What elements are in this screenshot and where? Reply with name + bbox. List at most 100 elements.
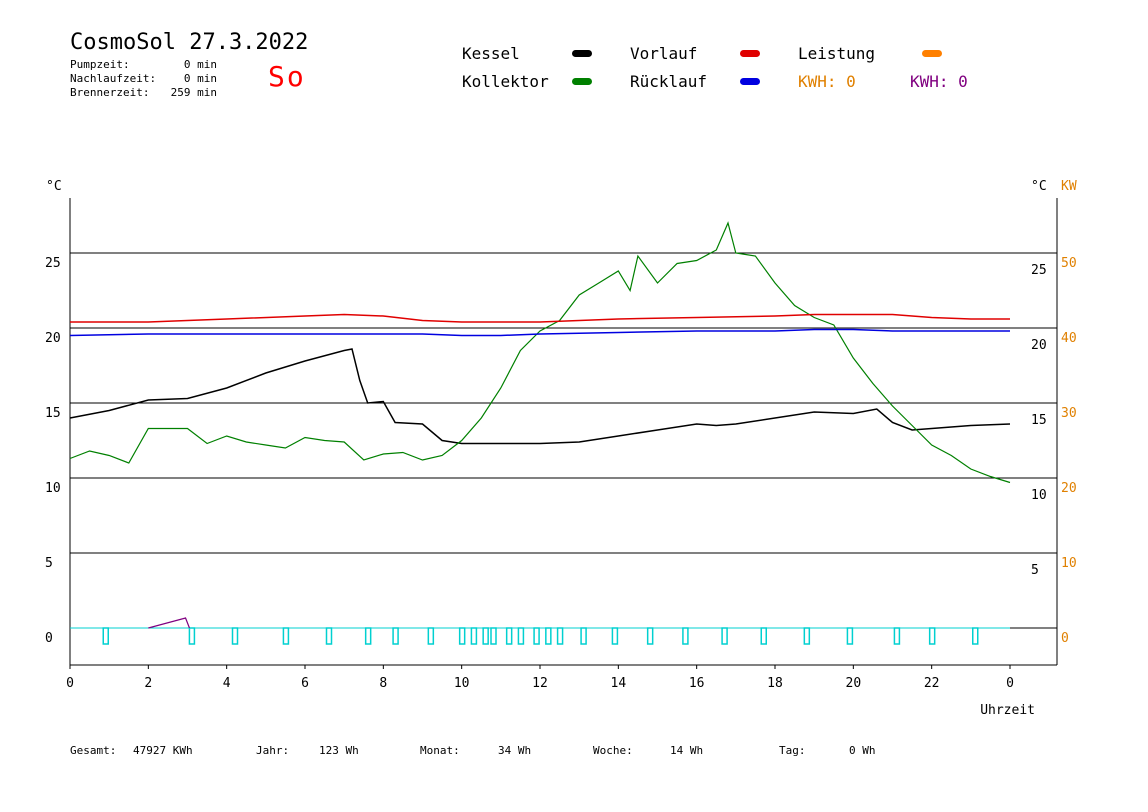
x-tick-label: 0 [1006, 676, 1014, 691]
footer-jahr-value: 123 Wh [319, 744, 359, 757]
pump-event [458, 627, 466, 645]
x-axis-label: Uhrzeit [980, 703, 1035, 718]
pump-event [427, 627, 435, 645]
stat-label: Pumpzeit: [70, 58, 130, 71]
stat-value: 0 min [183, 58, 217, 71]
pump-event [470, 627, 478, 645]
x-tick-label: 2 [144, 676, 152, 691]
y-tick-left: 0 [45, 631, 53, 646]
x-tick-label: 6 [301, 676, 309, 691]
pump-event [803, 627, 811, 645]
y-tick-kw: 10 [1061, 556, 1077, 571]
footer-gesamt-label: Gesamt: [70, 744, 117, 757]
legend-kollektor: Kollektor [462, 72, 549, 91]
legend-kessel: Kessel [462, 44, 520, 63]
y-axis-unit-left: °C [46, 179, 62, 194]
x-tick-label: 14 [611, 676, 627, 691]
x-tick-label: 10 [454, 676, 470, 691]
pump-event [760, 627, 767, 645]
chart-title: CosmoSol 27.3.2022 [70, 30, 309, 55]
legend-ruecklauf: Rücklauf [630, 72, 708, 91]
pump-event [721, 627, 728, 645]
footer-monat-value: 34 Wh [498, 744, 532, 757]
y-tick-right: 20 [1031, 338, 1047, 353]
pump-event [364, 627, 372, 645]
stat-value: 0 min [183, 72, 217, 85]
y-tick-kw: 20 [1061, 481, 1077, 496]
series-vorlauf [70, 313, 1010, 323]
y-tick-right: 25 [1031, 263, 1047, 278]
legend-kollektor-swatch [572, 78, 592, 85]
y-axis-unit-right: °C [1031, 179, 1047, 194]
series-ruecklauf [69, 328, 1010, 337]
footer-tag-value: 0 Wh [849, 744, 876, 757]
legend-leistung: Leistung [798, 44, 876, 63]
pump-event [102, 627, 109, 645]
y-tick-left: 5 [45, 556, 53, 571]
pump-event [972, 627, 979, 645]
pump-event [580, 627, 587, 645]
pump-event [517, 627, 525, 645]
y-axis-unit-kw: KW [1061, 179, 1077, 194]
stat-label: Brennerzeit: [70, 86, 150, 99]
weekday-label: So [268, 60, 306, 93]
legend-ruecklauf-swatch [740, 78, 760, 85]
pump-event [646, 627, 654, 645]
pump-event [282, 627, 290, 645]
y-tick-kw: 30 [1061, 406, 1077, 421]
footer-woche-value: 14 Wh [670, 744, 704, 757]
legend-vorlauf-swatch [740, 50, 760, 57]
y-tick-left: 20 [45, 331, 61, 346]
footer-monat-label: Monat: [420, 744, 460, 757]
y-tick-right: 10 [1031, 488, 1047, 503]
legend-leistung-swatch [922, 50, 942, 57]
footer-tag-label: Tag: [779, 744, 806, 757]
pump-event [505, 627, 513, 645]
stat-brennerzeit: Brennerzeit: 259 min [70, 86, 217, 99]
x-tick-label: 0 [66, 676, 74, 691]
legend-kwh-orange: KWH: 0 [798, 72, 856, 91]
pump-event [682, 627, 689, 645]
pump-event [188, 627, 196, 645]
x-tick-label: 12 [532, 676, 548, 691]
stat-value: 259 min [170, 86, 217, 99]
y-tick-kw: 0 [1061, 631, 1069, 646]
y-tick-right: 15 [1031, 413, 1047, 428]
series-kessel [69, 348, 1011, 445]
stat-label: Nachlaufzeit: [70, 72, 157, 85]
footer-jahr-label: Jahr: [256, 744, 290, 757]
stat-pumpzeit: Pumpzeit: 0 min [70, 58, 217, 71]
footer-woche-label: Woche: [593, 744, 633, 757]
pump-event [928, 627, 936, 645]
pump-event [893, 627, 901, 645]
x-tick-label: 8 [379, 676, 387, 691]
x-tick-label: 22 [924, 676, 940, 691]
y-tick-left: 15 [45, 406, 61, 421]
kwh-ramp [148, 617, 191, 629]
x-tick-label: 18 [767, 676, 783, 691]
pump-event [325, 627, 333, 645]
pump-event [846, 627, 854, 645]
pump-event [545, 627, 552, 645]
y-tick-left: 10 [45, 481, 61, 496]
y-tick-right: 5 [1031, 563, 1039, 578]
pump-event [482, 627, 489, 645]
pump-event [556, 627, 564, 645]
y-tick-kw: 50 [1061, 256, 1077, 271]
x-tick-label: 4 [223, 676, 231, 691]
x-tick-label: 16 [689, 676, 705, 691]
legend-kwh-purple: KWH: 0 [910, 72, 968, 91]
x-tick-label: 20 [846, 676, 862, 691]
pump-event [392, 627, 399, 645]
y-tick-kw: 40 [1061, 331, 1077, 346]
pump-event [533, 627, 540, 645]
legend-vorlauf: Vorlauf [630, 44, 698, 63]
pump-event [611, 627, 619, 645]
y-tick-left: 25 [45, 256, 61, 271]
legend-kessel-swatch [572, 50, 592, 57]
pump-event [231, 627, 239, 645]
stat-nachlaufzeit: Nachlaufzeit: 0 min [70, 72, 217, 85]
pump-event [490, 627, 497, 645]
footer-gesamt-value: 47927 KWh [133, 744, 193, 757]
